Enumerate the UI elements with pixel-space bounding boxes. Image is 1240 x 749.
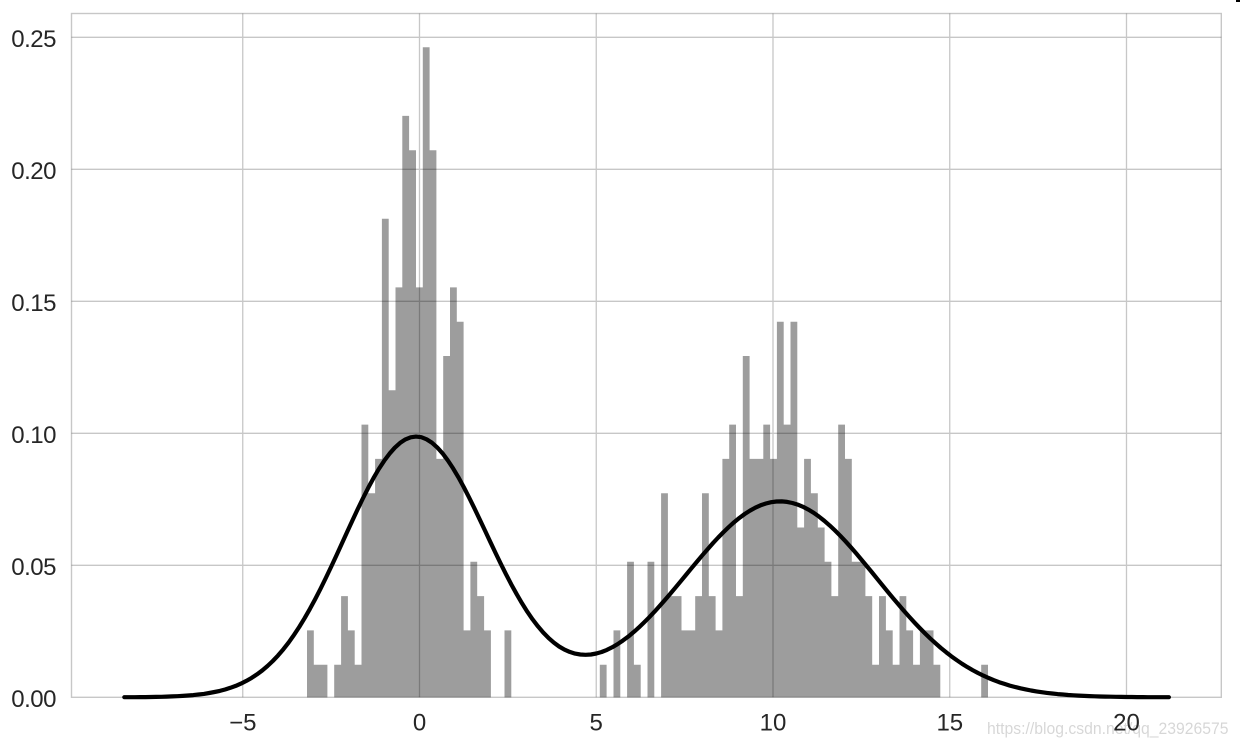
svg-text:−5: −5	[229, 710, 256, 737]
svg-text:0.00: 0.00	[11, 686, 56, 713]
svg-text:0.15: 0.15	[11, 290, 56, 317]
svg-text:0: 0	[413, 710, 426, 737]
svg-text:0.25: 0.25	[11, 26, 56, 53]
svg-text:0.20: 0.20	[11, 158, 56, 185]
svg-text:20: 20	[1113, 710, 1140, 737]
svg-text:10: 10	[760, 710, 787, 737]
svg-text:5: 5	[590, 710, 603, 737]
svg-text:https://blog.csdn.net/qq_23926: https://blog.csdn.net/qq_23926575	[987, 719, 1229, 738]
svg-text:0.05: 0.05	[11, 554, 56, 581]
svg-text:0.10: 0.10	[11, 422, 56, 449]
svg-text:15: 15	[936, 710, 963, 737]
